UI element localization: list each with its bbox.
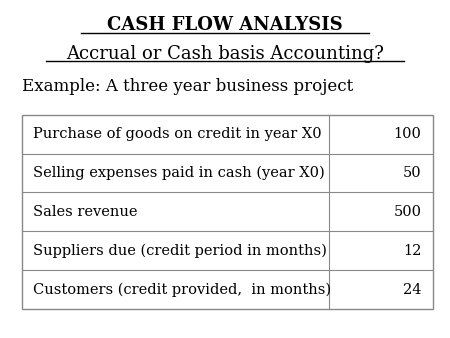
Text: 100: 100	[394, 127, 422, 141]
Text: Selling expenses paid in cash (year X0): Selling expenses paid in cash (year X0)	[33, 166, 324, 180]
Text: 50: 50	[403, 166, 422, 180]
Text: 12: 12	[403, 244, 422, 258]
Text: 500: 500	[394, 205, 422, 219]
Text: Example: A three year business project: Example: A three year business project	[22, 78, 353, 95]
Text: Suppliers due (credit period in months): Suppliers due (credit period in months)	[33, 244, 327, 258]
Text: Sales revenue: Sales revenue	[33, 205, 137, 219]
Text: Accrual or Cash basis Accounting?: Accrual or Cash basis Accounting?	[66, 45, 384, 64]
Text: Customers (credit provided,  in months): Customers (credit provided, in months)	[33, 283, 331, 297]
Text: CASH FLOW ANALYSIS: CASH FLOW ANALYSIS	[107, 16, 343, 34]
Text: 24: 24	[403, 283, 422, 297]
Text: Purchase of goods on credit in year X0: Purchase of goods on credit in year X0	[33, 127, 321, 141]
